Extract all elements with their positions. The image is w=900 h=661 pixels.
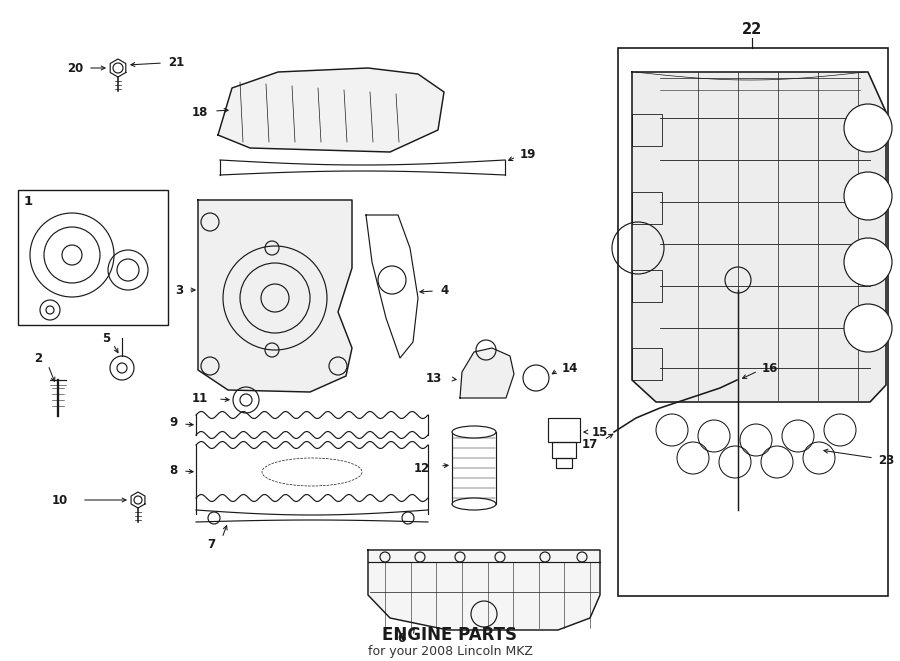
Ellipse shape: [452, 498, 496, 510]
Text: 1: 1: [24, 195, 33, 208]
Text: 19: 19: [520, 149, 536, 161]
Text: 21: 21: [168, 56, 184, 69]
Text: 9: 9: [170, 416, 178, 430]
Text: 17: 17: [581, 438, 598, 451]
Text: 22: 22: [742, 22, 762, 38]
Text: 7: 7: [207, 539, 215, 551]
Bar: [618, 48, 888, 596]
Bar: [632, 192, 662, 224]
Text: 15: 15: [592, 426, 608, 438]
Text: 11: 11: [192, 391, 208, 405]
Polygon shape: [218, 68, 444, 152]
Bar: [552, 442, 576, 458]
Bar: [632, 114, 662, 146]
Circle shape: [844, 238, 892, 286]
Circle shape: [844, 172, 892, 220]
Text: 3: 3: [175, 284, 183, 297]
Polygon shape: [632, 72, 886, 402]
Text: 16: 16: [762, 362, 778, 375]
Polygon shape: [460, 348, 514, 398]
Text: 2: 2: [34, 352, 42, 364]
Text: 8: 8: [170, 463, 178, 477]
Text: 14: 14: [562, 362, 579, 375]
Bar: [632, 270, 662, 302]
Circle shape: [844, 104, 892, 152]
Bar: [452, 432, 496, 504]
Bar: [18, 190, 168, 325]
Bar: [632, 348, 662, 380]
Text: 13: 13: [426, 371, 442, 385]
Text: ENGINE PARTS: ENGINE PARTS: [382, 626, 518, 644]
Text: 18: 18: [192, 106, 208, 118]
Ellipse shape: [452, 426, 496, 438]
Text: 20: 20: [67, 61, 83, 75]
Bar: [556, 458, 572, 468]
Text: 4: 4: [440, 284, 448, 297]
Polygon shape: [368, 550, 600, 630]
Circle shape: [844, 304, 892, 352]
Text: 5: 5: [102, 332, 110, 344]
Text: for your 2008 Lincoln MKZ: for your 2008 Lincoln MKZ: [367, 644, 533, 658]
Polygon shape: [198, 200, 352, 392]
Text: 12: 12: [414, 461, 430, 475]
Bar: [548, 418, 580, 442]
Text: 10: 10: [52, 494, 68, 506]
Text: 23: 23: [878, 453, 895, 467]
Text: 6: 6: [397, 631, 405, 644]
